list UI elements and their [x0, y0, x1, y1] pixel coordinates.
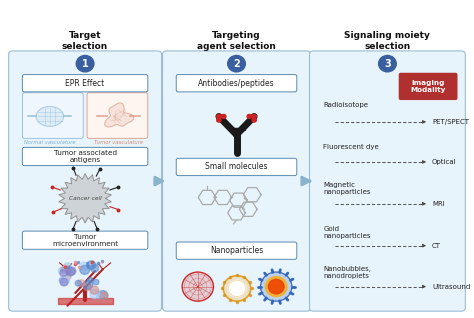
Text: Cancer cell: Cancer cell — [69, 196, 101, 201]
Text: Radioisotope: Radioisotope — [323, 102, 368, 108]
Circle shape — [60, 270, 67, 276]
Circle shape — [58, 268, 65, 274]
Circle shape — [93, 280, 99, 285]
Text: Optical: Optical — [432, 159, 456, 165]
Circle shape — [90, 290, 100, 299]
Polygon shape — [59, 174, 111, 223]
Text: Small molecules: Small molecules — [205, 162, 268, 171]
Circle shape — [228, 55, 246, 72]
Circle shape — [217, 118, 221, 122]
Ellipse shape — [36, 107, 64, 127]
Circle shape — [83, 283, 91, 291]
FancyBboxPatch shape — [399, 73, 457, 100]
Polygon shape — [105, 103, 134, 127]
Text: 1: 1 — [82, 59, 89, 69]
Text: Normal vasculature: Normal vasculature — [24, 140, 76, 145]
FancyBboxPatch shape — [163, 51, 310, 311]
Text: 3: 3 — [384, 59, 391, 69]
Text: Ultrasound: Ultrasound — [432, 284, 470, 290]
Circle shape — [87, 261, 96, 269]
Circle shape — [91, 265, 99, 272]
FancyBboxPatch shape — [22, 93, 83, 138]
Text: Tumor vasculature: Tumor vasculature — [94, 140, 143, 145]
Circle shape — [223, 276, 251, 301]
Circle shape — [97, 294, 102, 299]
FancyBboxPatch shape — [176, 75, 297, 92]
Circle shape — [222, 114, 226, 118]
Circle shape — [88, 278, 93, 283]
FancyBboxPatch shape — [9, 51, 162, 311]
Circle shape — [61, 267, 66, 272]
Text: Signaling moiety
selection: Signaling moiety selection — [345, 31, 430, 51]
Circle shape — [261, 272, 292, 301]
FancyBboxPatch shape — [176, 158, 297, 176]
Text: Nanobubbles,
nanodroplets: Nanobubbles, nanodroplets — [323, 266, 371, 279]
FancyBboxPatch shape — [87, 93, 148, 138]
Circle shape — [252, 114, 256, 118]
Circle shape — [252, 118, 256, 122]
Text: PET/SPECT: PET/SPECT — [432, 119, 469, 125]
Circle shape — [60, 280, 67, 286]
Circle shape — [265, 277, 287, 297]
Circle shape — [90, 286, 99, 294]
Circle shape — [98, 291, 108, 300]
Text: Tumor
microenvironment: Tumor microenvironment — [52, 234, 118, 247]
Circle shape — [78, 280, 85, 286]
Circle shape — [100, 292, 108, 300]
FancyBboxPatch shape — [22, 75, 148, 92]
FancyBboxPatch shape — [176, 242, 297, 259]
Circle shape — [66, 268, 75, 276]
FancyBboxPatch shape — [310, 51, 465, 311]
Text: Tumor associated
antigens: Tumor associated antigens — [54, 150, 117, 163]
Text: Nanoparticles: Nanoparticles — [210, 246, 263, 255]
Text: MRI: MRI — [432, 201, 445, 207]
Bar — [58, 298, 112, 304]
Text: Antibodies/peptides: Antibodies/peptides — [198, 79, 275, 88]
Text: Target
selection: Target selection — [62, 31, 108, 51]
Circle shape — [83, 280, 93, 289]
Circle shape — [75, 280, 82, 286]
Circle shape — [268, 279, 284, 294]
Circle shape — [247, 114, 251, 118]
Circle shape — [60, 279, 68, 286]
Text: Targeting
agent selection: Targeting agent selection — [197, 31, 276, 51]
Text: Fluorescent dye: Fluorescent dye — [323, 144, 379, 150]
Circle shape — [67, 267, 76, 275]
Text: EPR Effect: EPR Effect — [65, 79, 105, 88]
Text: Magnetic
nanoparticles: Magnetic nanoparticles — [323, 182, 371, 195]
Text: Gold
nanoparticles: Gold nanoparticles — [323, 226, 371, 238]
Circle shape — [60, 275, 70, 284]
Text: CT: CT — [432, 243, 441, 249]
Text: Imaging
Modality: Imaging Modality — [410, 80, 446, 93]
Circle shape — [59, 278, 65, 283]
FancyBboxPatch shape — [22, 231, 148, 249]
Text: 2: 2 — [233, 59, 240, 69]
Circle shape — [61, 267, 66, 272]
Circle shape — [65, 274, 71, 280]
Circle shape — [379, 55, 396, 72]
Circle shape — [65, 268, 71, 273]
Circle shape — [80, 262, 89, 270]
Circle shape — [76, 55, 94, 72]
Circle shape — [64, 263, 71, 270]
Circle shape — [217, 114, 221, 118]
Circle shape — [228, 280, 246, 297]
Circle shape — [182, 272, 213, 301]
FancyBboxPatch shape — [22, 147, 148, 166]
Circle shape — [80, 265, 90, 274]
